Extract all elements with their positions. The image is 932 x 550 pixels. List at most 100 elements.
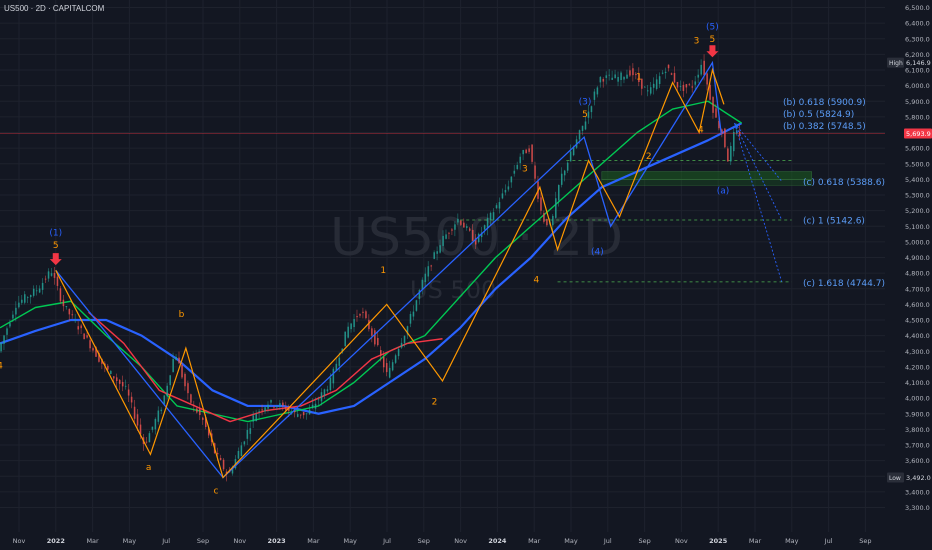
candle bbox=[21, 294, 23, 305]
candle-body bbox=[454, 224, 456, 230]
candle bbox=[632, 63, 634, 82]
candle-body bbox=[477, 233, 480, 243]
candle-body bbox=[299, 414, 302, 416]
candle bbox=[504, 184, 507, 196]
candle-body bbox=[359, 314, 361, 316]
candle-body bbox=[71, 314, 74, 316]
candle bbox=[590, 105, 593, 119]
candle bbox=[474, 234, 477, 250]
candle bbox=[175, 354, 177, 361]
candle-body bbox=[709, 84, 711, 100]
candle-body bbox=[368, 319, 370, 330]
price-tick-label: 6,500.0 bbox=[905, 4, 930, 12]
candle-body bbox=[391, 362, 394, 371]
candle-body bbox=[534, 165, 536, 179]
candle-body bbox=[439, 245, 441, 253]
moving-average-line bbox=[0, 122, 743, 415]
candle-body bbox=[590, 106, 593, 113]
low-price-tag-value: 3,492.0 bbox=[906, 474, 931, 482]
candle-body bbox=[635, 73, 637, 76]
candle-body bbox=[507, 186, 510, 190]
candle-body bbox=[460, 220, 462, 225]
candle-body bbox=[632, 68, 634, 76]
candle bbox=[403, 335, 406, 348]
price-tick-label: 5,000.0 bbox=[905, 238, 930, 246]
candle-body bbox=[421, 279, 424, 290]
candle-body bbox=[448, 232, 450, 234]
wave-label: 5 bbox=[710, 35, 716, 45]
price-axis[interactable]: 6,500.0 6,400.0 6,300.0 6,200.0 6,100.0 6,000… bbox=[885, 0, 932, 550]
time-tick-label: May bbox=[564, 537, 578, 545]
candle bbox=[62, 294, 65, 312]
candle-body bbox=[403, 335, 406, 344]
candle bbox=[243, 440, 246, 447]
candle bbox=[374, 328, 376, 347]
candle bbox=[249, 422, 252, 441]
candle-body bbox=[178, 357, 180, 364]
candle-body bbox=[293, 409, 296, 413]
candle-body bbox=[661, 72, 664, 74]
candle bbox=[380, 346, 382, 362]
wave-label: 1 bbox=[380, 266, 386, 276]
candle bbox=[6, 326, 8, 341]
candle bbox=[430, 264, 433, 271]
candle-body bbox=[715, 108, 717, 118]
candle-body bbox=[658, 76, 661, 85]
time-tick-label: 2024 bbox=[488, 537, 507, 545]
price-tick-label: 4,600.0 bbox=[905, 301, 930, 309]
wave-labels: (1) 5 4 b a c 1 2 3 4 (3) 5 (4) 1 2 3 4 (5) 5 (a) bbox=[0, 22, 729, 496]
high-price-tag-value: 6,146.9 bbox=[906, 59, 931, 67]
candle-body bbox=[26, 297, 29, 299]
candle bbox=[418, 288, 421, 305]
candle bbox=[457, 213, 459, 225]
candle bbox=[154, 417, 157, 435]
candle-body bbox=[685, 84, 688, 88]
candle-body bbox=[486, 218, 489, 229]
time-axis[interactable]: Nov 2022 Mar May Jul Sep Nov 2023 Mar May Jul Sep No… bbox=[0, 532, 932, 550]
candle-body bbox=[397, 348, 400, 357]
moving-average-line bbox=[0, 100, 743, 423]
candle bbox=[0, 342, 2, 354]
candle bbox=[727, 146, 729, 162]
candle bbox=[163, 394, 166, 406]
candle-body bbox=[139, 424, 142, 435]
wave-label: 2 bbox=[432, 397, 438, 407]
candle bbox=[445, 229, 447, 240]
candle-body bbox=[136, 414, 139, 426]
price-tick-label: 3,700.0 bbox=[905, 442, 930, 450]
time-tick-label: Mar bbox=[528, 537, 541, 545]
candle bbox=[664, 67, 667, 79]
candle bbox=[454, 221, 456, 237]
candle-body bbox=[204, 416, 207, 428]
candle-body bbox=[424, 273, 427, 283]
last-price-tag: 5,693.9 bbox=[904, 128, 932, 139]
candle-body bbox=[540, 197, 542, 211]
price-tick-label: 4,500.0 bbox=[905, 317, 930, 325]
candle bbox=[540, 192, 542, 215]
candle bbox=[552, 214, 554, 233]
candle-body bbox=[427, 266, 430, 277]
candle-body bbox=[249, 428, 252, 434]
candle-body bbox=[572, 147, 575, 156]
candle bbox=[71, 310, 74, 319]
candle bbox=[587, 104, 590, 124]
candle bbox=[124, 379, 127, 390]
candle-body bbox=[35, 290, 38, 292]
candle bbox=[700, 59, 702, 77]
candle bbox=[463, 218, 465, 228]
candle bbox=[593, 88, 596, 106]
candle bbox=[121, 375, 124, 392]
symbol-header: US500 · 2D · CAPITALCOM bbox=[4, 4, 105, 13]
candle-body bbox=[113, 376, 115, 379]
candle bbox=[344, 331, 347, 347]
fib-level-label: (b) 0.618 (5900.9) bbox=[783, 98, 866, 108]
candle-body bbox=[655, 79, 658, 89]
candle-body bbox=[703, 60, 705, 76]
candle bbox=[451, 227, 453, 236]
candle-body bbox=[498, 202, 501, 209]
candle bbox=[721, 128, 723, 138]
candle-body bbox=[602, 78, 605, 82]
candle bbox=[522, 149, 525, 161]
candle bbox=[584, 116, 587, 131]
